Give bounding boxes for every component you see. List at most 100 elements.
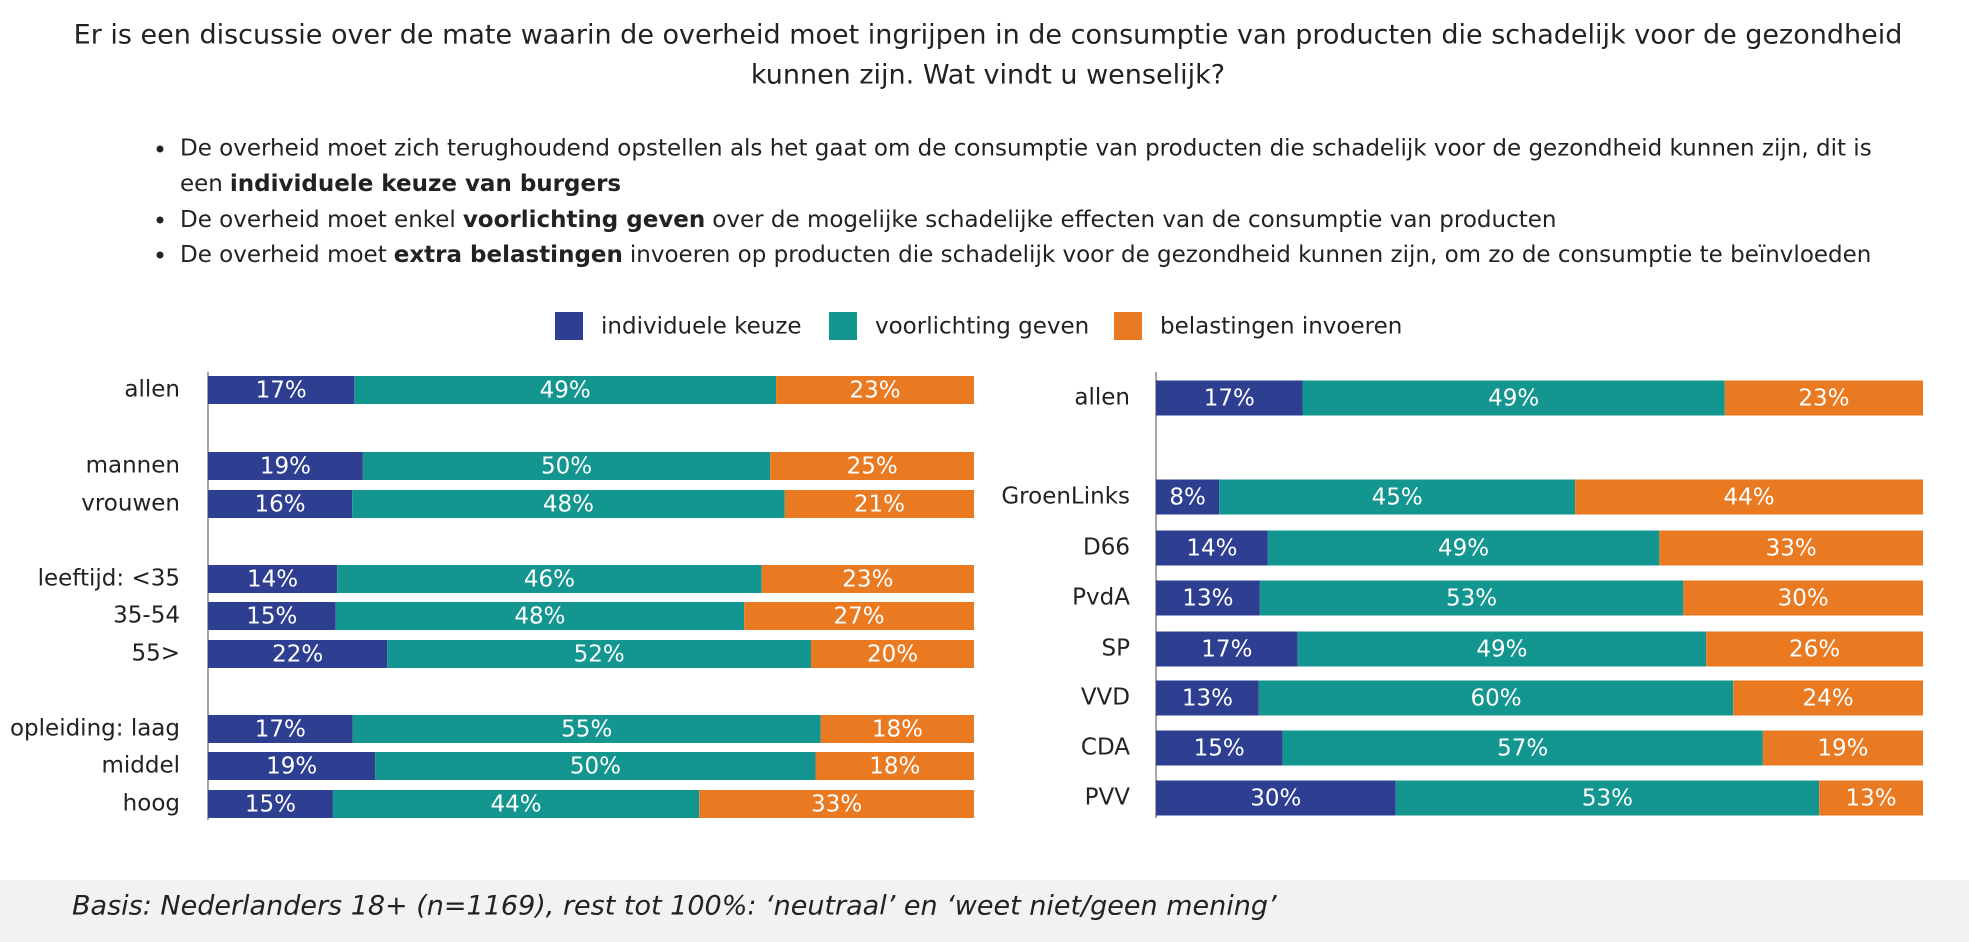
bar-segment xyxy=(811,640,974,668)
value-label: 21% xyxy=(854,492,905,518)
value-label: 14% xyxy=(1186,536,1237,562)
bar-segment xyxy=(1156,680,1259,716)
bar-segment xyxy=(352,715,821,743)
bullet-part: een xyxy=(180,171,223,197)
bar-segment xyxy=(335,602,745,630)
bar-segment xyxy=(1724,380,1923,416)
category-label: allen xyxy=(1074,385,1130,411)
bar-segment xyxy=(362,452,771,480)
bar-segment xyxy=(1395,780,1820,816)
value-label: 15% xyxy=(245,792,296,818)
value-label: 17% xyxy=(1204,386,1255,412)
bar-segment xyxy=(1156,530,1268,566)
legend-label: voorlichting geven xyxy=(875,314,1089,340)
bar-segment xyxy=(1762,730,1923,766)
bar-segment xyxy=(354,376,777,404)
bar-segment xyxy=(1156,380,1303,416)
bar-segment xyxy=(208,490,353,518)
value-label: 44% xyxy=(1723,485,1774,511)
value-label: 45% xyxy=(1372,485,1423,511)
value-label: 25% xyxy=(847,454,898,480)
bar-segment xyxy=(1733,680,1923,716)
bar-segment xyxy=(375,752,816,780)
category-label: leeftijd: <35 xyxy=(38,566,180,592)
bar-segment xyxy=(337,565,762,593)
bullet-dot xyxy=(156,251,164,259)
value-label: 33% xyxy=(811,792,862,818)
value-label: 19% xyxy=(260,454,311,480)
category-label: D66 xyxy=(1083,535,1130,561)
value-label: 23% xyxy=(842,567,893,593)
category-label: opleiding: laag xyxy=(10,716,180,742)
bullet-part: voorlichting geven xyxy=(463,207,705,233)
bullet-part: extra belastingen xyxy=(394,242,623,268)
bullet-part: over de mogelijke schadelijke effecten v… xyxy=(712,207,1556,233)
value-label: 13% xyxy=(1182,586,1233,612)
bar-segment xyxy=(1156,780,1396,816)
bar-segment xyxy=(1156,479,1220,515)
question-line: kunnen zijn. Wat vindt u wenselijk? xyxy=(751,60,1225,91)
bar-segment xyxy=(1258,680,1734,716)
category-label: middel xyxy=(101,753,180,779)
bar-segment xyxy=(1659,530,1923,566)
category-label: 35-54 xyxy=(113,603,180,629)
bar-segment xyxy=(699,790,974,818)
bullet-dot xyxy=(156,145,164,153)
value-label: 17% xyxy=(1201,637,1252,663)
bar-segment xyxy=(784,490,974,518)
value-label: 16% xyxy=(255,492,306,518)
bar-segment xyxy=(1282,730,1763,766)
bar-segment xyxy=(1259,580,1684,616)
bullet-text: De overheid moet extra belastingen invoere… xyxy=(180,242,1871,268)
question-line: Er is een discussie over de mate waarin … xyxy=(74,20,1903,51)
bar-segment xyxy=(332,790,700,818)
value-label: 30% xyxy=(1250,786,1301,812)
value-label: 26% xyxy=(1789,637,1840,663)
bar-segment xyxy=(208,790,333,818)
value-label: 19% xyxy=(1817,736,1868,762)
bullet-part: individuele keuze van burgers xyxy=(230,171,621,197)
bar-segment xyxy=(1302,380,1725,416)
bar-segment xyxy=(1267,530,1660,566)
legend-swatch xyxy=(829,312,857,340)
legend-label: belastingen invoeren xyxy=(1160,314,1402,340)
value-label: 55% xyxy=(561,717,612,743)
value-label: 13% xyxy=(1182,686,1233,712)
bar-segment xyxy=(744,602,974,630)
value-label: 46% xyxy=(524,567,575,593)
footnote: Basis: Nederlanders 18+ (n=1169), rest t… xyxy=(72,891,1277,922)
value-label: 18% xyxy=(869,754,920,780)
category-label: PVV xyxy=(1085,785,1131,811)
value-label: 49% xyxy=(1476,637,1527,663)
category-label: hoog xyxy=(123,791,180,817)
bar-segment xyxy=(352,490,785,518)
bar-segment xyxy=(208,640,388,668)
category-label: allen xyxy=(124,377,180,403)
value-label: 50% xyxy=(541,454,592,480)
bar-segment xyxy=(1575,479,1923,515)
value-label: 20% xyxy=(867,642,918,668)
category-label: GroenLinks xyxy=(1001,484,1130,510)
bar-segment xyxy=(1706,631,1923,667)
value-label: 60% xyxy=(1470,686,1521,712)
value-label: 49% xyxy=(1488,386,1539,412)
value-label: 33% xyxy=(1766,536,1817,562)
value-label: 48% xyxy=(543,492,594,518)
bar-segment xyxy=(1156,730,1283,766)
bullet-text: een individuele keuze van burgers xyxy=(180,171,621,197)
value-label: 24% xyxy=(1803,686,1854,712)
bar-segment xyxy=(208,376,355,404)
bar-segment xyxy=(208,565,338,593)
value-label: 53% xyxy=(1582,786,1633,812)
bullet-text: De overheid moet enkel voorlichting geven… xyxy=(180,207,1557,233)
value-label: 49% xyxy=(1438,536,1489,562)
value-label: 8% xyxy=(1169,485,1206,511)
bar-segment xyxy=(1156,631,1298,667)
bar-segment xyxy=(1819,780,1923,816)
value-label: 44% xyxy=(491,792,542,818)
category-label: VVD xyxy=(1081,685,1130,711)
value-label: 50% xyxy=(570,754,621,780)
bar-segment xyxy=(761,565,974,593)
value-label: 14% xyxy=(247,567,298,593)
value-label: 19% xyxy=(266,754,317,780)
